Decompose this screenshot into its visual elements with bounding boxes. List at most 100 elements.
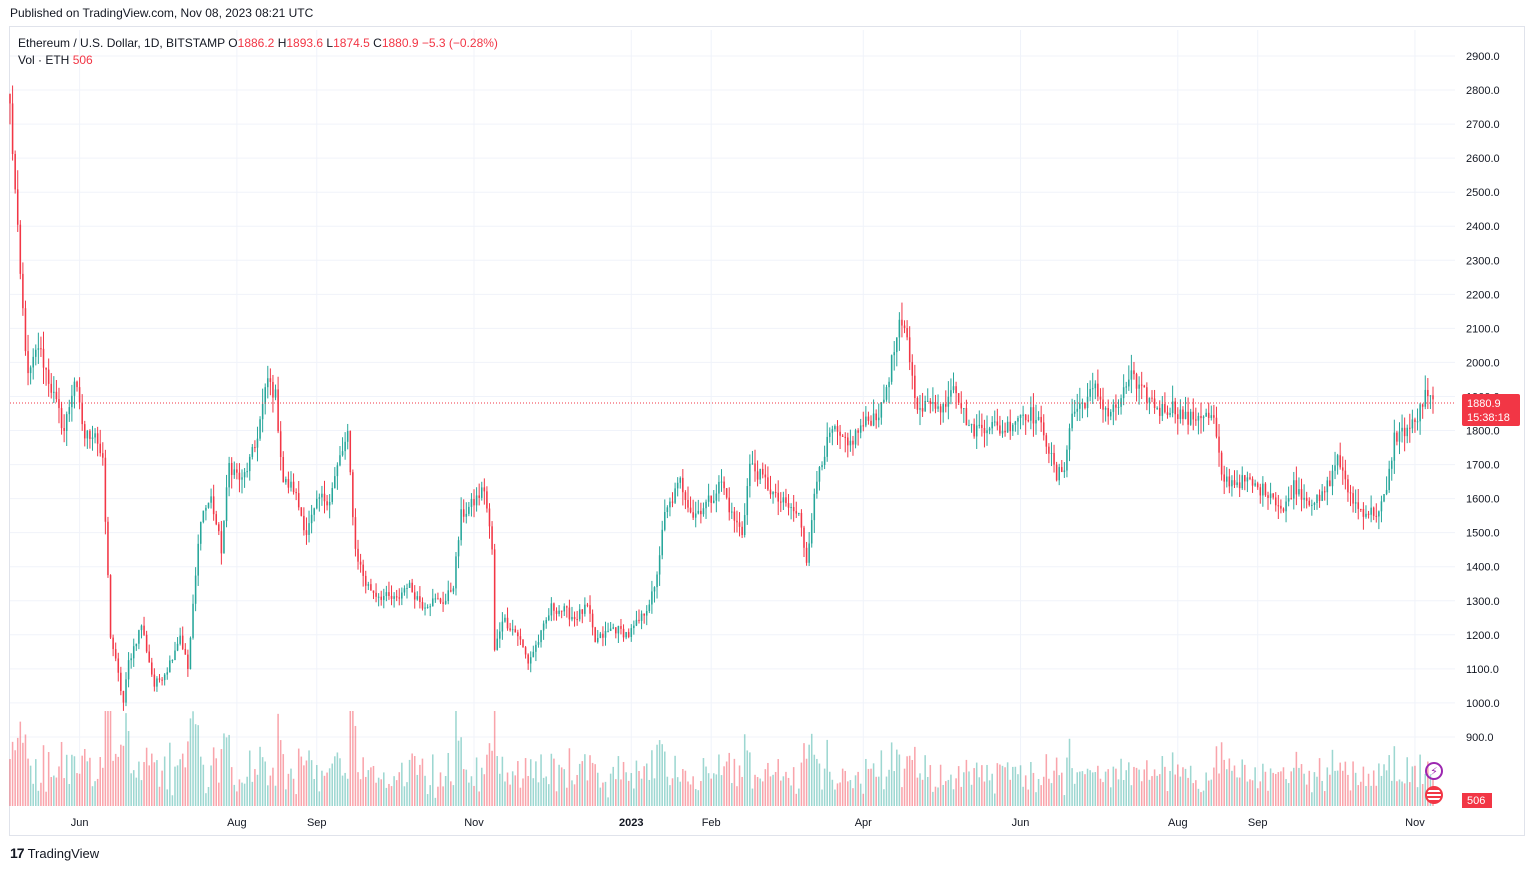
volume-bar [501,756,504,806]
candle-body [89,430,91,439]
volume-bar [643,766,645,806]
volume-bar [542,777,545,806]
candle-body [828,432,831,437]
candle-body [960,402,963,409]
volume-bar [599,787,602,806]
volume-bar [1184,768,1187,806]
volume-bar [1115,768,1117,806]
volume-bar [1187,777,1189,806]
candle-body [751,463,754,465]
candle-body [934,402,937,409]
candle-body [91,437,94,439]
volume-bar [527,775,529,806]
candle-body [870,420,872,426]
volume-bar [988,780,991,806]
candle-body [346,430,349,442]
volume-bar [1125,770,1128,806]
candle-body [1293,480,1295,499]
volume-bar [1360,781,1362,806]
candle-body [1220,452,1223,475]
volume-bar [156,760,158,806]
volume-bar [656,744,658,806]
candle-body [210,496,212,503]
candle-body [1120,398,1122,407]
volume-bar [991,773,993,806]
tradingview-footer[interactable]: 17 TradingView [10,845,99,861]
lightning-icon[interactable]: ⚡ [1425,762,1443,780]
volume-bar [1148,779,1151,806]
volume-bar [315,765,318,806]
candle-body [1398,431,1401,442]
volume-bar [576,774,578,806]
candle-body [349,430,352,473]
candle-body [383,596,385,600]
candle-body [545,619,547,624]
volume-bar [230,767,233,806]
candle-body [282,457,285,483]
volume-bar [1388,755,1390,806]
volume-bar [999,764,1001,806]
candle-body [122,690,125,703]
volume-bar [393,776,395,806]
candle-body [656,574,658,588]
volume-bar [24,734,27,806]
volume-bar [140,780,143,806]
high-value: 1893.6 [286,36,324,50]
candle-body [658,555,661,575]
volume-bar [506,772,509,806]
volume-bar [290,768,292,806]
volume-bar [1128,762,1130,806]
volume-bar [406,782,408,806]
volume-bar [787,777,790,806]
candle-body [555,610,558,614]
candle-body [1421,404,1424,407]
candle-body [759,468,761,480]
us-flag-icon[interactable] [1425,786,1443,804]
volume-bar [401,762,403,806]
candle-body [81,402,83,425]
candle-body [911,362,914,376]
volume-bar [792,767,795,806]
candle-body [1073,411,1076,414]
volume-bar [1293,767,1295,806]
volume-bar [1411,766,1414,806]
candle-body [256,438,259,448]
candle-body [68,407,71,415]
candle-body [491,526,493,550]
candle-body [932,402,934,404]
candle-body [1001,430,1004,434]
candle-body [1169,413,1171,415]
candle-body [1109,411,1112,417]
candle-body [1244,475,1246,482]
candle-body [1153,398,1156,408]
candle-body [929,400,932,404]
volume-bar [94,781,96,806]
volume-bar [1205,772,1207,806]
candle-body [11,103,14,154]
candle-body [158,678,161,680]
candle-body [1161,404,1164,416]
volume-bar [1251,780,1254,806]
candle-body [339,455,341,466]
volume-bar [504,781,506,806]
volume-bar [1339,762,1341,806]
volume-bar [1318,758,1321,806]
candle-body [1225,476,1228,482]
candle-body [715,493,718,501]
volume-bar [754,774,756,806]
volume-bar [545,776,547,806]
candle-body [553,603,555,611]
volume-bar [1262,763,1264,806]
candle-body [1128,379,1130,387]
candles [9,85,1434,711]
volume-bar [1231,770,1233,806]
volume-bar [305,760,308,806]
candle-body [243,472,246,478]
volume-bar [413,756,416,806]
candle-body [60,408,63,429]
candle-body [1419,404,1421,422]
chart-frame[interactable] [9,26,1525,836]
candle-body [1267,495,1269,498]
volume-bar [1308,770,1311,806]
